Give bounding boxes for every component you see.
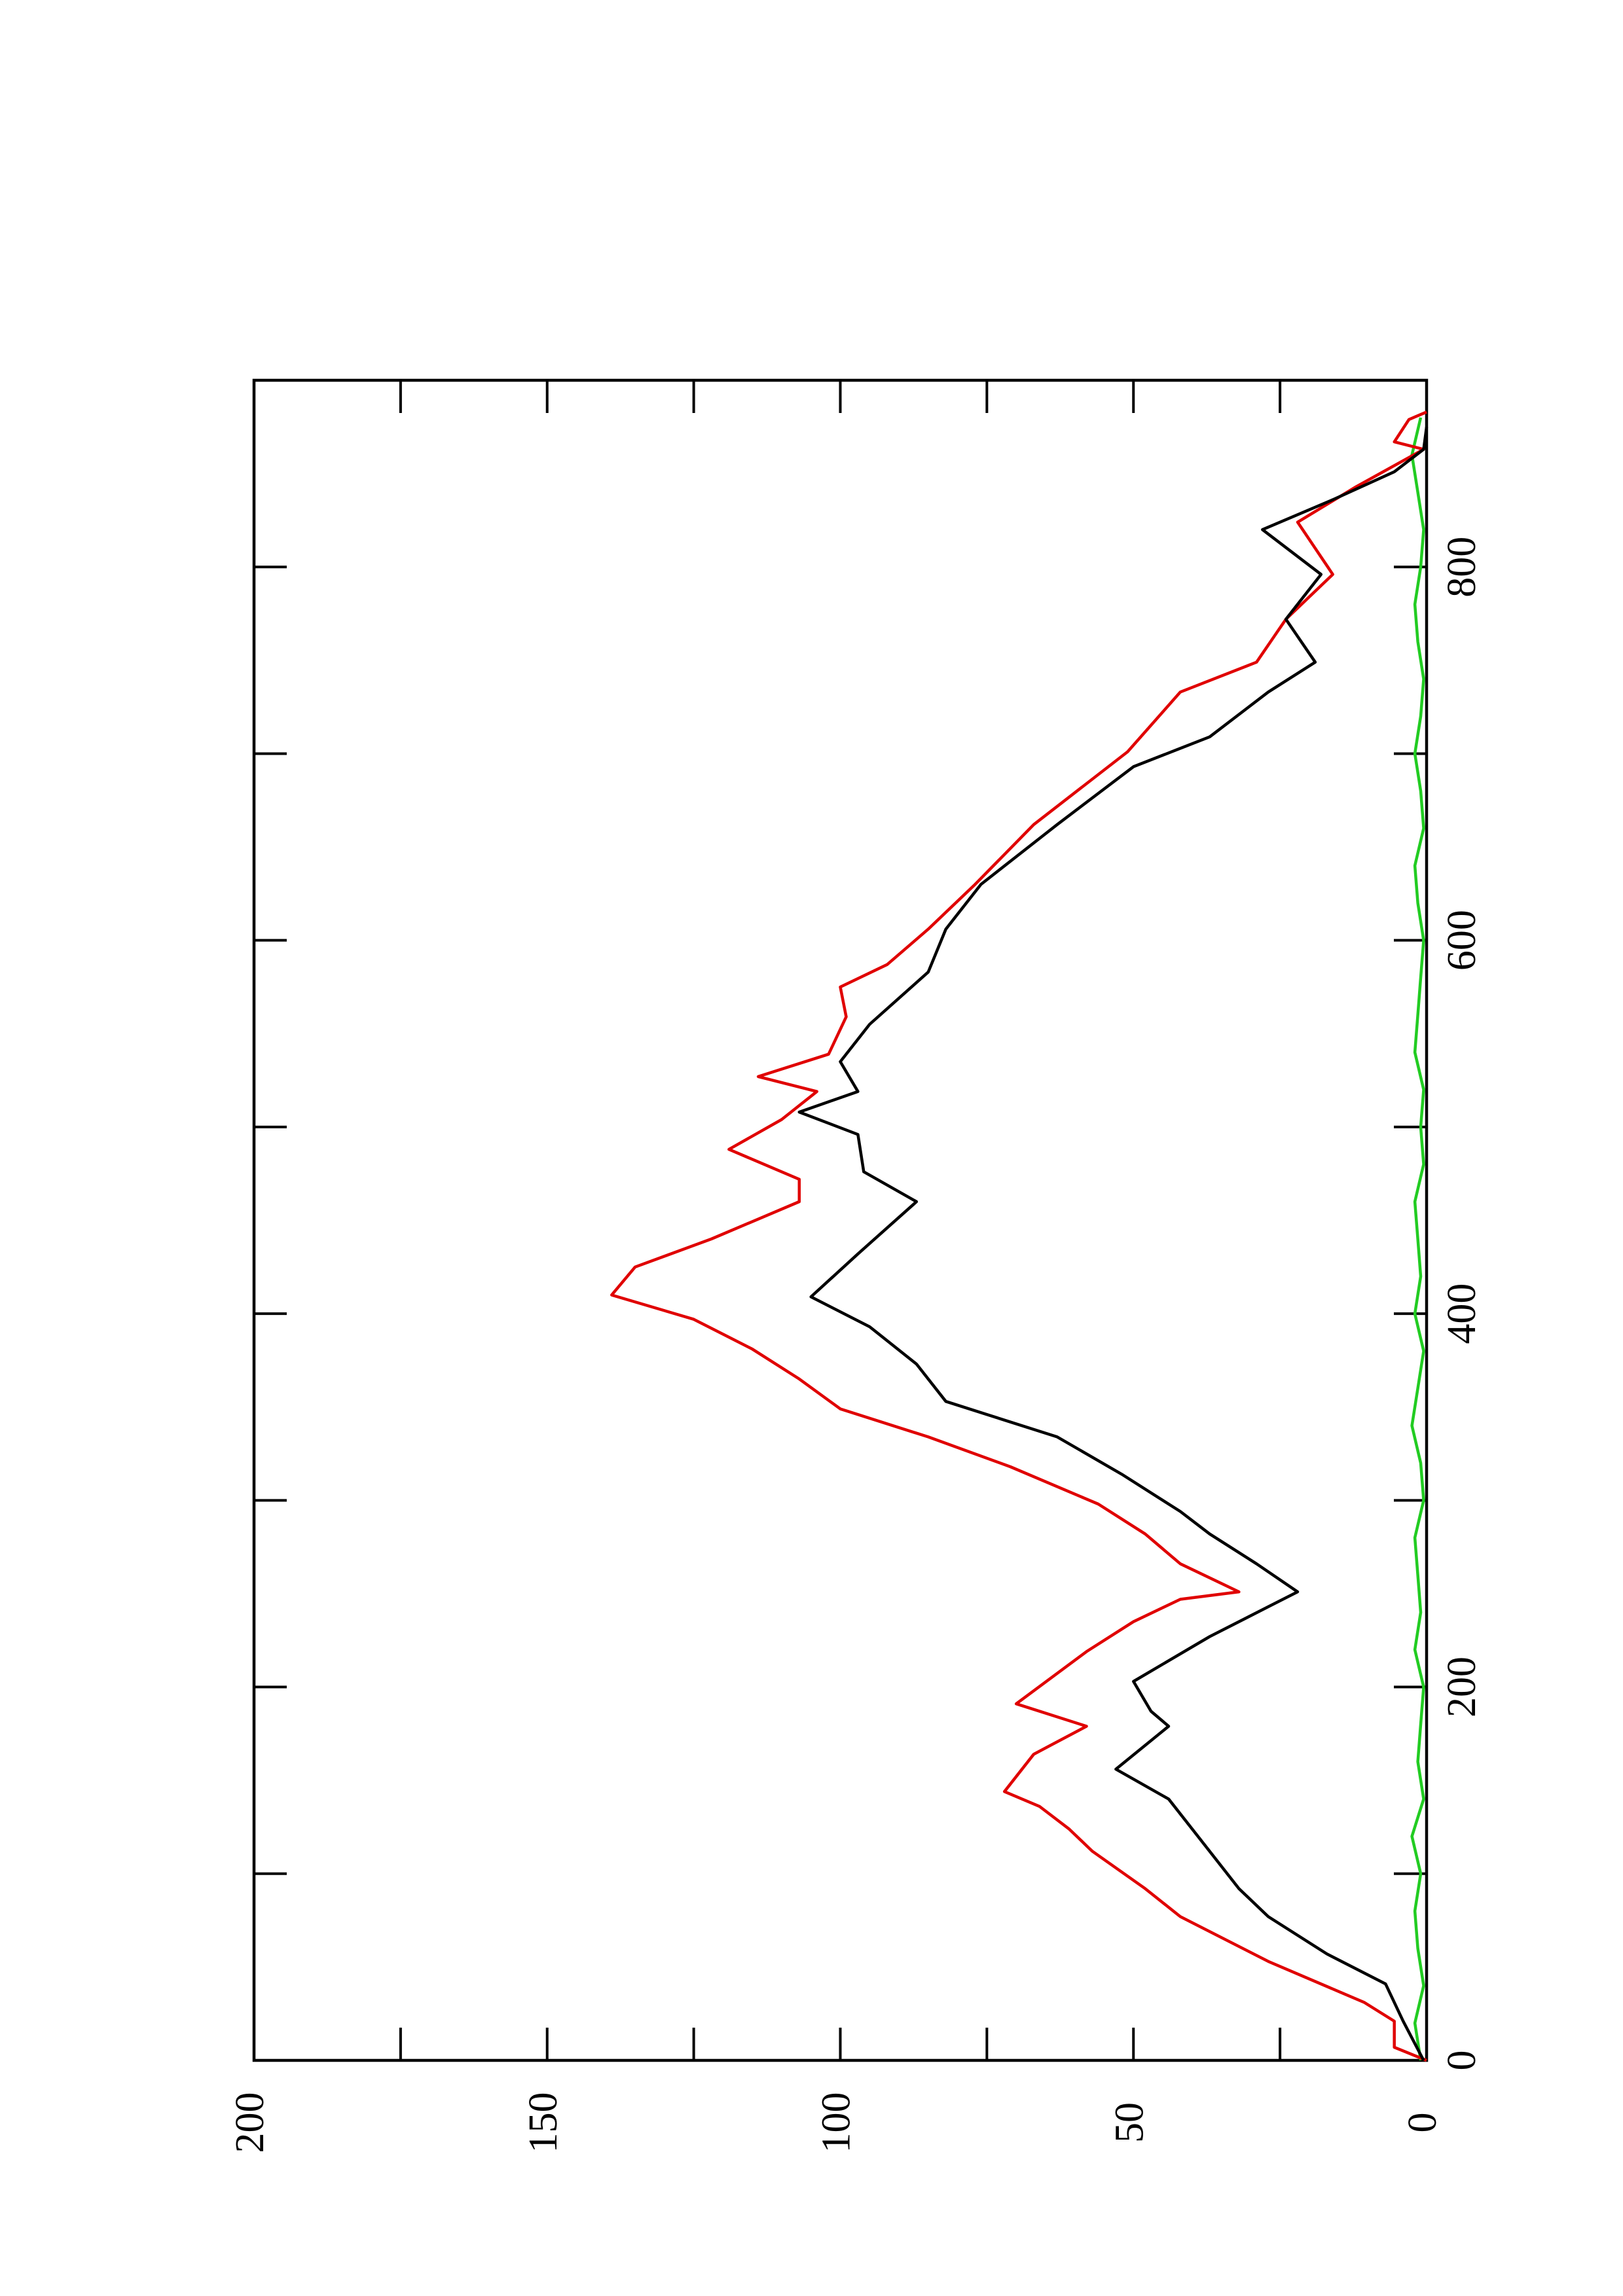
x-tick-label: 0: [1440, 2051, 1484, 2071]
x-tick-label: 800: [1440, 537, 1484, 598]
x-tick-label: 600: [1440, 910, 1484, 971]
y-tick-label: 100: [814, 2092, 859, 2153]
y-tick-label: 0: [1400, 2113, 1445, 2133]
y-tick-label: 200: [228, 2092, 272, 2153]
plot-frame: [252, 378, 1429, 2062]
series-line: [610, 410, 1427, 2062]
x-tick-label: 400: [1440, 1283, 1484, 1344]
series-line: [1410, 417, 1425, 2061]
y-tick-label: 150: [521, 2092, 566, 2153]
x-tick-label: 200: [1440, 1657, 1484, 1717]
y-tick-label: 50: [1107, 2102, 1152, 2143]
series-line: [797, 427, 1429, 2062]
